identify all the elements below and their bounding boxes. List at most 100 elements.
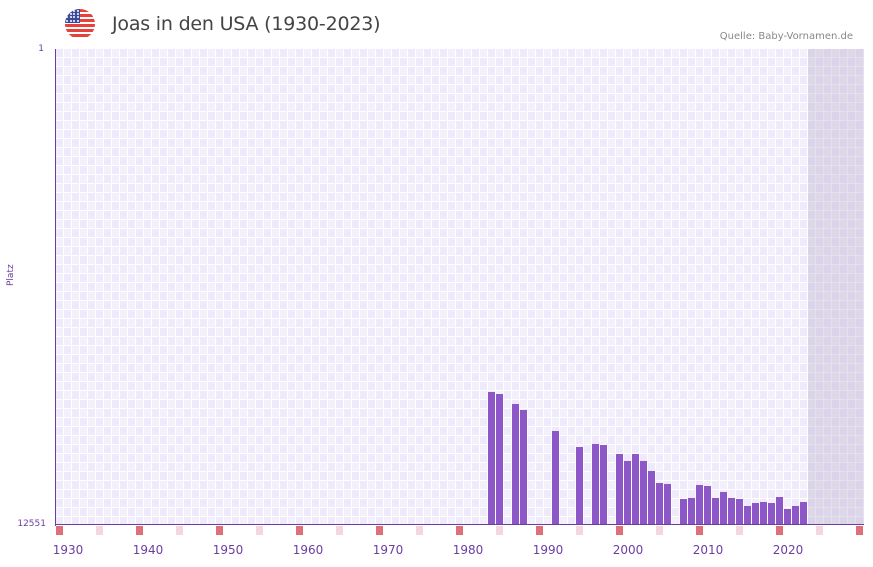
bar-2021[interactable] (800, 502, 807, 525)
year-marker (376, 526, 383, 535)
grid-column (160, 49, 168, 525)
year-marker (736, 526, 743, 535)
grid-column (464, 49, 472, 525)
grid-column (832, 49, 840, 525)
grid-column (360, 49, 368, 525)
bar-1995[interactable] (592, 444, 599, 525)
grid-column (128, 49, 136, 525)
grid-column (760, 49, 768, 525)
grid-column (680, 49, 688, 525)
x-tick-2000: 2000 (613, 543, 644, 557)
bar-2020[interactable] (792, 506, 799, 525)
grid-column (80, 49, 88, 525)
year-marker (656, 526, 663, 535)
grid-column (664, 49, 672, 525)
bar-2013[interactable] (736, 499, 743, 525)
bar-2010[interactable] (712, 498, 719, 525)
grid-column (672, 49, 680, 525)
year-marker (496, 526, 503, 535)
year-marker (96, 526, 103, 535)
bar-1990[interactable] (552, 431, 559, 525)
bar-2019[interactable] (784, 509, 791, 525)
bar-2009[interactable] (704, 486, 711, 525)
bar-1993[interactable] (576, 447, 583, 525)
bar-1982[interactable] (488, 392, 495, 525)
grid-column (856, 49, 864, 525)
grid-column (272, 49, 280, 525)
bar-1996[interactable] (600, 445, 607, 525)
grid-column (56, 49, 64, 525)
source-label: Quelle: Baby-Vornamen.de (720, 31, 853, 42)
grid-column (816, 49, 824, 525)
bar-2004[interactable] (664, 484, 671, 525)
grid-column (440, 49, 448, 525)
x-tick-1990: 1990 (533, 543, 564, 557)
bar-2015[interactable] (752, 503, 759, 525)
bar-2018[interactable] (776, 497, 783, 525)
grid-column (176, 49, 184, 525)
year-marker (416, 526, 423, 535)
year-marker (536, 526, 543, 535)
grid-column (800, 49, 808, 525)
grid-column (208, 49, 216, 525)
grid-column (608, 49, 616, 525)
year-marker (136, 526, 143, 535)
grid-column (112, 49, 120, 525)
grid-column (536, 49, 544, 525)
grid-column (168, 49, 176, 525)
grid-column (280, 49, 288, 525)
year-marker (256, 526, 263, 535)
bar-2014[interactable] (744, 506, 751, 525)
year-marker (296, 526, 303, 535)
bar-2003[interactable] (656, 483, 663, 525)
bar-2007[interactable] (688, 498, 695, 525)
grid-column (224, 49, 232, 525)
bar-2011[interactable] (720, 492, 727, 525)
plot-area (56, 49, 864, 525)
bar-2012[interactable] (728, 498, 735, 525)
x-tick-2020: 2020 (773, 543, 804, 557)
grid-column (88, 49, 96, 525)
grid-column (504, 49, 512, 525)
year-marker (616, 526, 623, 535)
grid-column (72, 49, 80, 525)
grid-column (584, 49, 592, 525)
bar-1983[interactable] (496, 394, 503, 525)
grid-column (824, 49, 832, 525)
year-marker (776, 526, 783, 535)
grid-column (320, 49, 328, 525)
x-tick-1980: 1980 (453, 543, 484, 557)
grid-column (368, 49, 376, 525)
grid-column (736, 49, 744, 525)
grid-column (744, 49, 752, 525)
bar-2002[interactable] (648, 471, 655, 525)
bar-2008[interactable] (696, 485, 703, 525)
grid-column (216, 49, 224, 525)
grid-column (248, 49, 256, 525)
grid-column (424, 49, 432, 525)
us-flag-icon (65, 9, 95, 39)
grid-column (728, 49, 736, 525)
bar-2017[interactable] (768, 503, 775, 525)
grid-column (144, 49, 152, 525)
y-axis-label: Platz (6, 264, 16, 286)
bar-1998[interactable] (616, 454, 623, 525)
grid-column (400, 49, 408, 525)
grid-column (808, 49, 816, 525)
grid-column (120, 49, 128, 525)
bar-1986[interactable] (520, 410, 527, 525)
bar-2000[interactable] (632, 454, 639, 525)
chart-title: Joas in den USA (1930-2023) (112, 13, 381, 35)
bar-2006[interactable] (680, 499, 687, 525)
grid-column (656, 49, 664, 525)
grid-column (624, 49, 632, 525)
bar-2016[interactable] (760, 502, 767, 525)
grid-column (480, 49, 488, 525)
grid-column (848, 49, 856, 525)
bar-1985[interactable] (512, 404, 519, 525)
bar-1999[interactable] (624, 461, 631, 525)
grid-column (240, 49, 248, 525)
grid-column (560, 49, 568, 525)
bar-2001[interactable] (640, 461, 647, 525)
y-tick-top: 1 (4, 44, 44, 54)
